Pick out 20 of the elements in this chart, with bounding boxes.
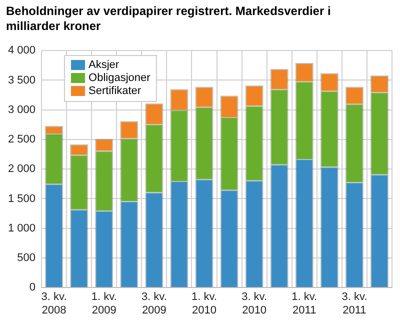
x-tick-label: 3. kv. 2010 [242, 291, 268, 316]
x-tick-label: 1. kv. 2010 [192, 291, 217, 316]
legend-label: Aksjer [88, 59, 120, 72]
x-tick-label: 1. kv. 2011 [292, 291, 318, 316]
y-tick-label: 500 [17, 252, 36, 264]
y-tick-label: 2 000 [8, 163, 36, 176]
y-tick-label: 3 000 [8, 104, 36, 116]
x-tick-label: 3. kv. 2011 [342, 291, 368, 316]
y-tick-label: 4 000 [8, 44, 36, 57]
legend-label: Sertifikater [88, 85, 142, 98]
chart-title: Beholdninger av verdipapirer registrert. Markedsverdier i milliarder kroner [5, 3, 332, 35]
y-tick-label: 2 500 [8, 134, 36, 146]
x-tick-label: 3. kv. 2009 [141, 291, 167, 316]
y-tick-label: 3 500 [8, 74, 36, 86]
y-tick-label: 1 500 [8, 192, 36, 205]
y-tick-label: 1 000 [8, 222, 36, 234]
y-tick-label: 0 [29, 282, 36, 294]
x-tick-label: 1. kv. 2009 [91, 291, 117, 316]
x-tick-label: 3. kv. 2008 [41, 291, 67, 316]
legend-label: Obligasjoner [88, 72, 150, 84]
